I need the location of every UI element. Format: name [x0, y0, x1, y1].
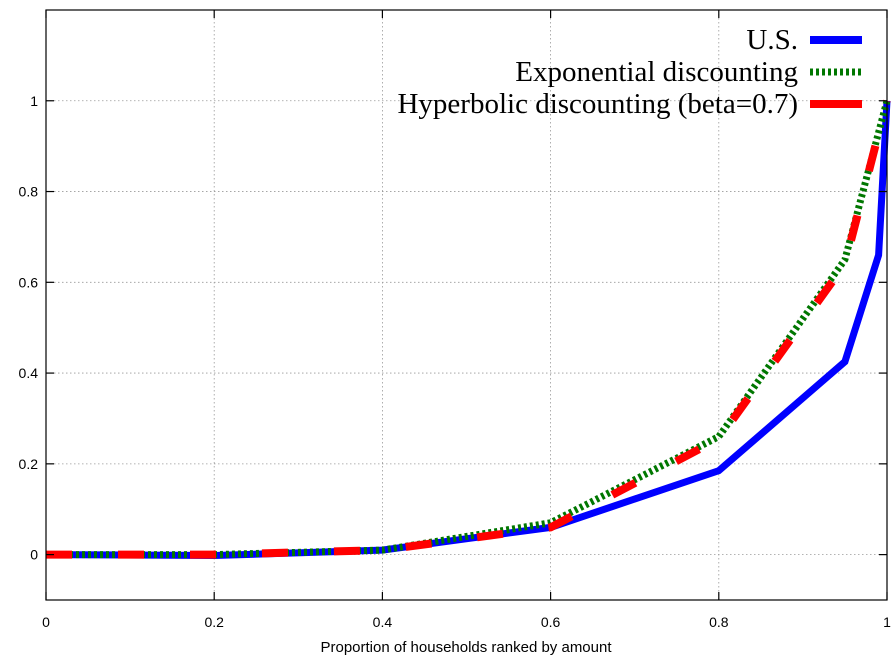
- ticks: [45, 10, 888, 600]
- y-tick-label: 0.4: [19, 365, 39, 381]
- legend-label: Hyperbolic discounting (beta=0.7): [397, 88, 798, 120]
- legend-label: Exponential discounting: [515, 56, 798, 88]
- series-line-0: [45, 100, 891, 560]
- x-tick-label: 0.8: [709, 614, 729, 630]
- plot-frame: [45, 9, 888, 601]
- grid: [45, 10, 888, 600]
- y-tick-label: 0.8: [19, 184, 39, 200]
- y-tick-label: 0.2: [19, 456, 39, 472]
- series-line-2: [46, 99, 891, 559]
- x-tick-label: 1: [883, 614, 891, 630]
- x-axis-label: Proportion of households ranked by amoun…: [320, 639, 612, 656]
- series-layer: [45, 99, 891, 560]
- x-tick-label: 0: [42, 614, 50, 630]
- legend-label: U.S.: [746, 24, 798, 56]
- y-tick-label: 0.6: [19, 274, 39, 290]
- x-tick-label: 0.2: [204, 614, 224, 630]
- x-tick-label: 0.4: [373, 614, 393, 630]
- x-tick-labels: 0 0.2 0.4 0.6 0.8 1: [42, 614, 891, 630]
- y-tick-label: 1: [30, 93, 38, 109]
- y-tick-label: 0: [30, 547, 38, 563]
- series-line-1: [46, 99, 891, 559]
- x-tick-label: 0.6: [541, 614, 561, 630]
- y-tick-labels: 0 0.2 0.4 0.6 0.8 1: [19, 93, 39, 563]
